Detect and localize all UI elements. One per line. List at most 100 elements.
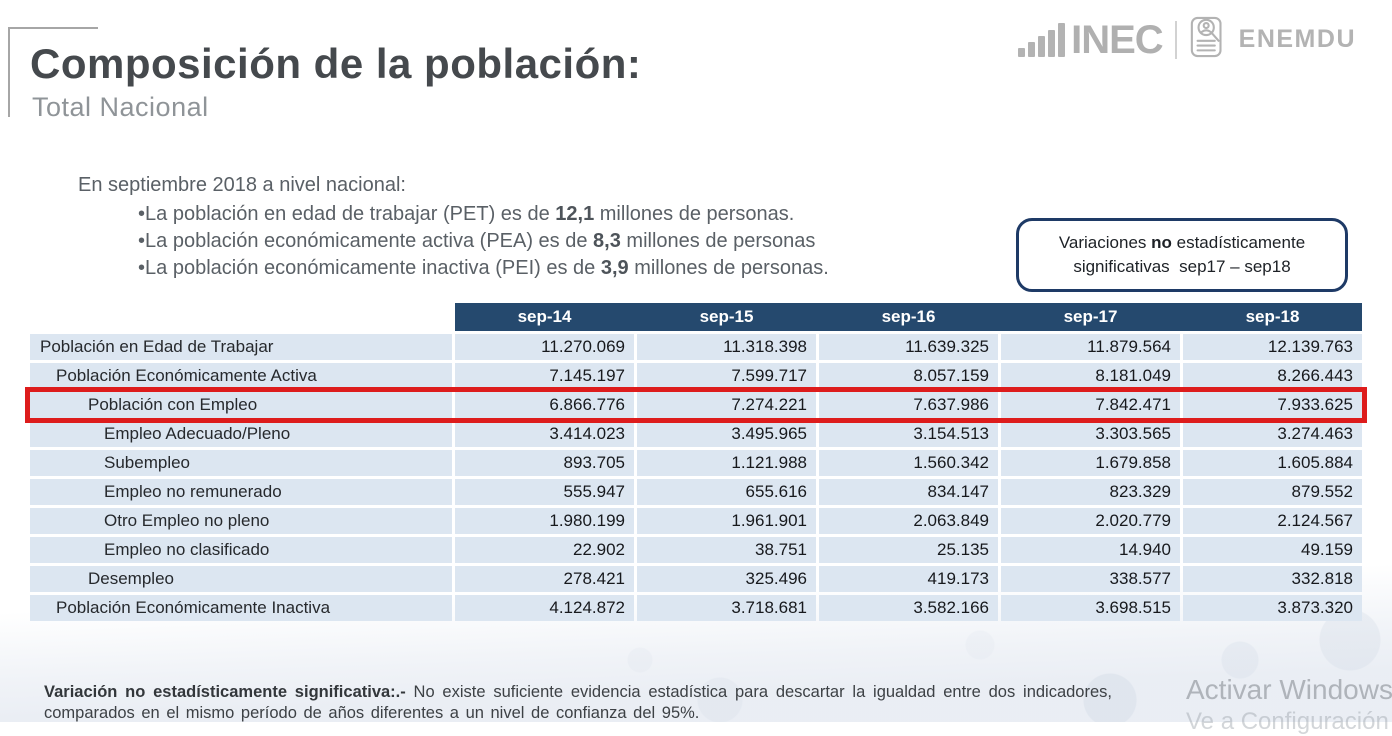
variation-note-callout: Variaciones no estadísticamente signific… <box>1016 218 1348 292</box>
row-label: Empleo Adecuado/Pleno <box>30 421 452 447</box>
bullet-pea: •La población económicamente activa (PEA… <box>138 230 816 252</box>
windows-activation-watermark: Activar Windows Ve a Configuración <box>1186 674 1392 736</box>
value-cell: 38.751 <box>637 537 816 563</box>
value-cell: 834.147 <box>819 479 998 505</box>
value-cell: 332.818 <box>1183 566 1362 592</box>
value-cell: 11.270.069 <box>455 334 634 360</box>
population-table: sep-14 sep-15 sep-16 sep-17 sep-18 Población… <box>25 303 1367 624</box>
row-label: Otro Empleo no pleno <box>30 508 452 534</box>
document-magnifier-icon <box>1189 16 1231 63</box>
watermark-line1: Activar Windows <box>1186 674 1392 705</box>
page-title: Composición de la población: <box>30 40 642 87</box>
table-row: Subempleo 893.705 1.121.988 1.560.342 1.679.… <box>30 450 1362 476</box>
value-cell: 2.063.849 <box>819 508 998 534</box>
value-cell: 7.145.197 <box>455 363 634 389</box>
table-row: Población en Edad de Trabajar 11.270.069 1… <box>30 334 1362 360</box>
watermark-line2: Ve a Configuración <box>1186 708 1389 735</box>
value-cell: 11.879.564 <box>1001 334 1180 360</box>
bar-chart-icon <box>1018 22 1066 57</box>
value-cell: 1.961.901 <box>637 508 816 534</box>
row-label: Empleo no clasificado <box>30 537 452 563</box>
value-cell: 25.135 <box>819 537 998 563</box>
value-cell: 49.159 <box>1183 537 1362 563</box>
value-cell: 1.679.858 <box>1001 450 1180 476</box>
value-cell: 8.266.443 <box>1183 363 1362 389</box>
table-row: Empleo Adecuado/Pleno 3.414.023 3.495.965 3… <box>30 421 1362 447</box>
column-header-sep-14: sep-14 <box>517 307 572 326</box>
bullet-pei: •La población económicamente inactiva (P… <box>138 257 829 279</box>
value-cell: 8.181.049 <box>1001 363 1180 389</box>
table-header-row: sep-14 sep-15 sep-16 sep-17 sep-18 <box>455 303 1362 331</box>
value-cell: 11.639.325 <box>819 334 998 360</box>
header-logos: INEC ENEMDU <box>1018 16 1356 63</box>
table-row: Empleo no clasificado 22.902 38.751 25.135 1… <box>30 537 1362 563</box>
callout-line2: significativas sep17 – sep18 <box>1073 257 1291 276</box>
value-cell: 879.552 <box>1183 479 1362 505</box>
intro-lead: En septiembre 2018 a nivel nacional: <box>78 174 406 196</box>
column-header-sep-17: sep-17 <box>1063 307 1118 326</box>
value-cell: 7.842.471 <box>1001 392 1180 418</box>
column-header-sep-18: sep-18 <box>1245 307 1300 326</box>
table-row-highlighted: Población con Empleo 6.866.776 7.274.221 7.… <box>25 387 1367 423</box>
bullet-pet: •La población en edad de trabajar (PET) … <box>138 203 795 225</box>
value-cell: 6.866.776 <box>455 392 634 418</box>
value-cell: 7.637.986 <box>819 392 998 418</box>
value-cell: 12.139.763 <box>1183 334 1362 360</box>
table-row: Otro Empleo no pleno 1.980.199 1.961.901 2.… <box>30 508 1362 534</box>
value-cell: 7.933.625 <box>1183 392 1362 418</box>
value-cell: 823.329 <box>1001 479 1180 505</box>
value-cell: 14.940 <box>1001 537 1180 563</box>
value-cell: 22.902 <box>455 537 634 563</box>
table-row: Población Económicamente Inactiva 4.124.8… <box>30 595 1362 621</box>
row-label: Población en Edad de Trabajar <box>30 334 452 360</box>
column-header-sep-16: sep-16 <box>881 307 936 326</box>
row-label: Empleo no remunerado <box>30 479 452 505</box>
value-cell: 893.705 <box>455 450 634 476</box>
enemdu-logo: ENEMDU <box>1189 16 1356 63</box>
value-cell: 1.605.884 <box>1183 450 1362 476</box>
value-cell: 3.154.513 <box>819 421 998 447</box>
value-cell: 3.718.681 <box>637 595 816 621</box>
value-cell: 338.577 <box>1001 566 1180 592</box>
value-cell: 7.599.717 <box>637 363 816 389</box>
value-cell: 2.124.567 <box>1183 508 1362 534</box>
value-cell: 278.421 <box>455 566 634 592</box>
table-row: Población Económicamente Activa 7.145.197… <box>30 363 1362 389</box>
value-cell: 2.020.779 <box>1001 508 1180 534</box>
value-cell: 7.274.221 <box>637 392 816 418</box>
value-cell: 325.496 <box>637 566 816 592</box>
enemdu-logo-text: ENEMDU <box>1238 25 1356 53</box>
footnote: Variación no estadísticamente significat… <box>44 683 1112 722</box>
callout-line1: Variaciones no estadísticamente <box>1058 233 1306 252</box>
row-label: Población Económicamente Activa <box>30 363 452 389</box>
row-label: Población Económicamente Inactiva <box>30 595 452 621</box>
table-row: Empleo no remunerado 555.947 655.616 834.14… <box>30 479 1362 505</box>
value-cell: 3.495.965 <box>637 421 816 447</box>
inec-logo: INEC <box>1018 17 1164 62</box>
value-cell: 11.318.398 <box>637 334 816 360</box>
row-label: Desempleo <box>30 566 452 592</box>
page-subtitle: Total Nacional <box>32 92 209 122</box>
value-cell: 1.560.342 <box>819 450 998 476</box>
value-cell: 8.057.159 <box>819 363 998 389</box>
row-label: Población con Empleo <box>30 392 452 418</box>
logo-separator <box>1174 20 1177 59</box>
value-cell: 3.274.463 <box>1183 421 1362 447</box>
value-cell: 3.698.515 <box>1001 595 1180 621</box>
value-cell: 1.980.199 <box>455 508 634 534</box>
value-cell: 3.414.023 <box>455 421 634 447</box>
value-cell: 3.303.565 <box>1001 421 1180 447</box>
value-cell: 4.124.872 <box>455 595 634 621</box>
intro-bullets: •La población en edad de trabajar (PET) … <box>138 201 829 282</box>
value-cell: 419.173 <box>819 566 998 592</box>
value-cell: 655.616 <box>637 479 816 505</box>
value-cell: 3.873.320 <box>1183 595 1362 621</box>
table-row: Desempleo 278.421 325.496 419.173 338.577 332… <box>30 566 1362 592</box>
value-cell: 3.582.166 <box>819 595 998 621</box>
column-header-sep-15: sep-15 <box>699 307 754 326</box>
value-cell: 1.121.988 <box>637 450 816 476</box>
row-label: Subempleo <box>30 450 452 476</box>
table-body: Población en Edad de Trabajar 11.270.069 1… <box>25 334 1367 621</box>
inec-logo-text: INEC <box>1071 17 1164 62</box>
value-cell: 555.947 <box>455 479 634 505</box>
